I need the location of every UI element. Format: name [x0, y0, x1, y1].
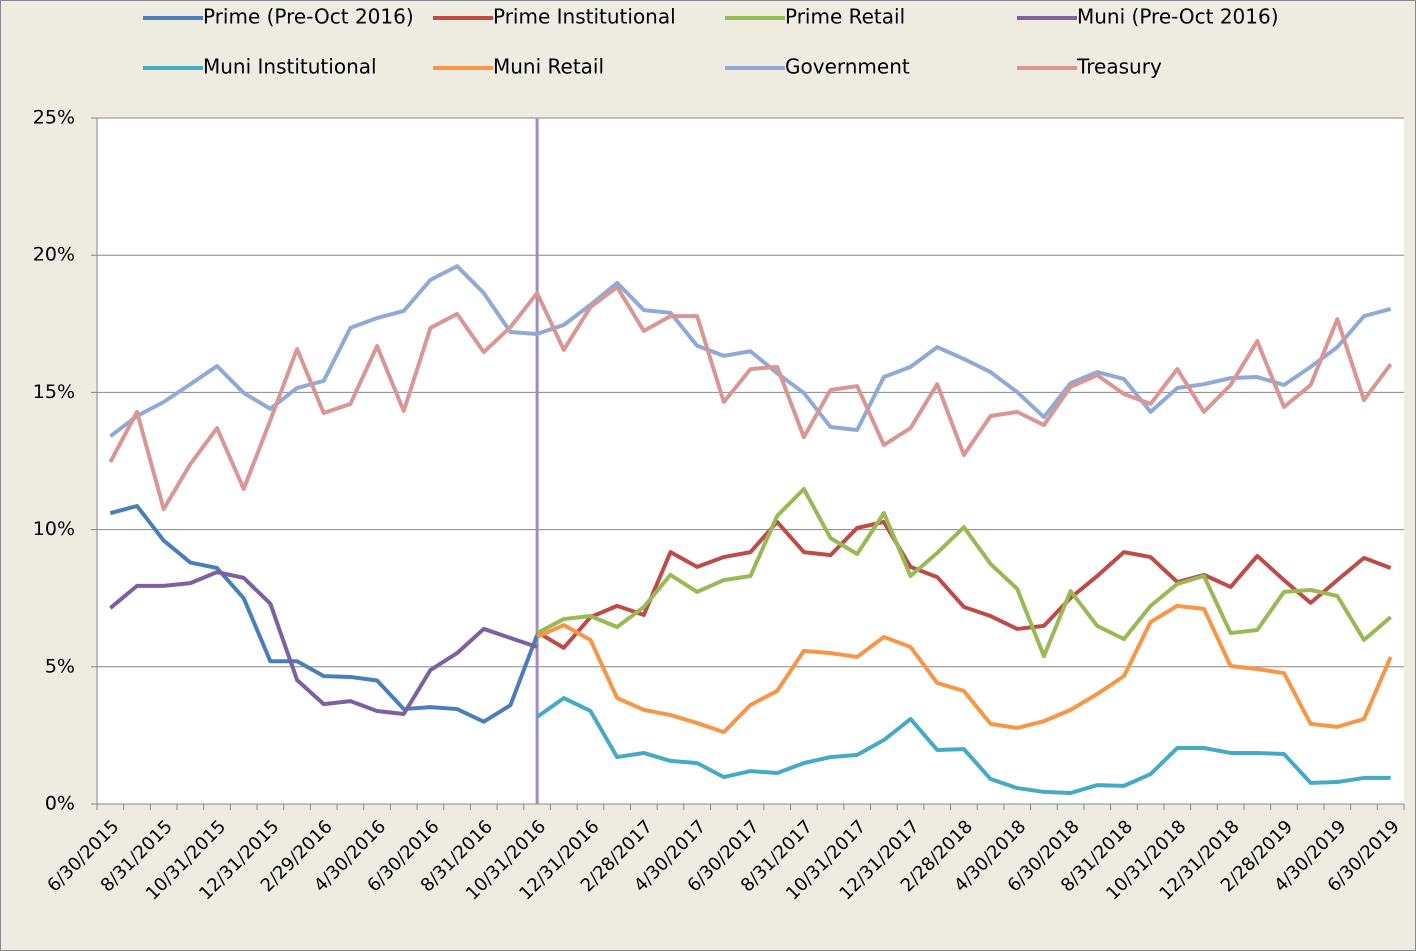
- legend-label: Muni (Pre-Oct 2016): [1077, 5, 1279, 29]
- y-tick-label: 5%: [45, 655, 75, 677]
- series-line: [109, 504, 539, 724]
- legend-label: Prime (Pre-Oct 2016): [203, 5, 414, 29]
- legend-label: Muni Institutional: [203, 55, 377, 79]
- y-tick-label: 25%: [33, 107, 75, 129]
- legend-label: Treasury: [1076, 55, 1162, 79]
- y-tick-label: 15%: [33, 381, 75, 403]
- plot-area: [97, 118, 1404, 804]
- series-line: [536, 486, 1392, 659]
- y-tick-label: 0%: [45, 793, 75, 815]
- legend-label: Prime Institutional: [493, 5, 676, 29]
- y-tick-label: 20%: [33, 244, 75, 266]
- series-line: [109, 570, 538, 716]
- series-line: [108, 285, 1393, 512]
- legend-label: Government: [785, 55, 910, 79]
- y-tick-label: 10%: [33, 518, 75, 540]
- series-line: [109, 264, 1392, 438]
- series-line: [535, 696, 1391, 796]
- series-line: [536, 603, 1393, 735]
- series-line: [536, 519, 1392, 650]
- legend-label: Prime Retail: [785, 5, 905, 29]
- legend-label: Muni Retail: [493, 55, 604, 79]
